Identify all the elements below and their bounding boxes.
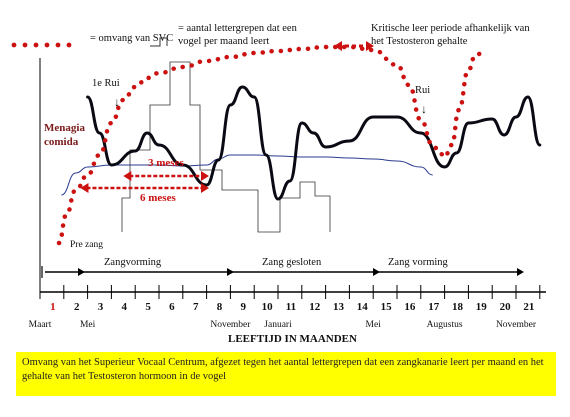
figure-caption: Omvang van het Superieur Vocaal Centrum,…: [16, 352, 556, 396]
x-tick-label: 20: [500, 301, 512, 313]
month-label: Augustus: [427, 320, 463, 330]
syllables-step-shape: [121, 61, 331, 233]
syllables-step-marker: [150, 37, 168, 47]
x-tick-label: 6: [169, 301, 175, 313]
phase-arrowhead: [227, 268, 234, 276]
x-tick-label: 12: [309, 301, 321, 313]
plot-area: [56, 44, 542, 246]
x-tick-label: 13: [333, 301, 345, 313]
caption-text: Omvang van het Superieur Vocaal Centrum,…: [22, 357, 544, 382]
legend-syllables-line1: = aantal lettergrepen dat een: [178, 23, 298, 34]
series-testosterone: [86, 85, 542, 201]
x-axis-label: LEEFTIJD IN MAANDEN: [228, 333, 357, 345]
phase-label: Zang gesloten: [262, 257, 322, 268]
three-months-arrow: [123, 171, 209, 181]
legend-svc-label: = omvang van SVC: [90, 33, 173, 44]
first-moult-arrow: ↓: [114, 95, 120, 109]
legend-syllables-line2: vogel per maand leert: [178, 36, 269, 47]
chart-figure: = omvang van SVC = aantal lettergrepen d…: [11, 23, 546, 345]
phase-arrowhead: [78, 268, 85, 276]
moult-arrow: ↓: [421, 102, 427, 116]
menarche-label-line1: Menagia: [44, 122, 85, 134]
x-tick-label: 4: [122, 301, 128, 313]
x-tick-label: 11: [286, 301, 296, 313]
x-tick-label: 19: [476, 301, 488, 313]
x-tick-label: 18: [452, 301, 464, 313]
x-tick-label: 21: [523, 301, 534, 313]
x-tick-label: 14: [357, 301, 369, 313]
menarche-label-line2: comida: [44, 136, 79, 148]
phase-arrowhead: [373, 268, 380, 276]
first-moult-label: 1e Rui: [92, 78, 120, 89]
month-label: Januari: [264, 320, 292, 330]
x-tick-label: 5: [145, 301, 151, 313]
svc-dots-marker: [11, 42, 72, 48]
x-tick-label: 8: [217, 301, 223, 313]
critical-arrow-right-head: [366, 41, 374, 51]
x-tick-label: 15: [381, 301, 393, 313]
month-label: Mei: [80, 320, 96, 330]
six-months-label: 6 meses: [140, 192, 176, 204]
month-label: November: [210, 320, 251, 330]
month-label: Maart: [29, 320, 52, 330]
x-tick-label: 10: [262, 301, 274, 313]
x-tick-label: 16: [404, 301, 416, 313]
x-tick-label: 2: [74, 301, 80, 313]
moult-label: Rui: [415, 85, 430, 96]
x-tick-label: 3: [98, 301, 104, 313]
three-months-label: 3 meses: [148, 157, 184, 169]
legend-critical-line2: het Testosteron gehalte: [371, 36, 468, 47]
pre-song-label: Pre zang: [70, 240, 103, 250]
six-months-arrow: [80, 183, 209, 193]
x-tick-label: 17: [428, 301, 440, 313]
legend-svc: = omvang van SVC: [11, 33, 173, 48]
series-svc: [56, 44, 485, 246]
phase-label: Zangvorming: [104, 257, 162, 268]
month-label: Mei: [366, 320, 382, 330]
x-tick-label: 7: [193, 301, 199, 313]
phase-arrowhead: [517, 268, 524, 276]
phase-label: Zang vorming: [388, 257, 449, 268]
phase-bar: Zangvorming Zang gesloten Zang vorming: [41, 257, 524, 278]
legend-syllables: = aantal lettergrepen dat een vogel per …: [150, 23, 298, 47]
month-label: November: [496, 320, 537, 330]
legend-critical-line1: Kritische leer periode afhankelijk van: [371, 23, 530, 34]
x-tick-label: 1: [50, 301, 56, 313]
chart-svg: = omvang van SVC = aantal lettergrepen d…: [11, 23, 546, 345]
x-tick-label: 9: [241, 301, 247, 313]
